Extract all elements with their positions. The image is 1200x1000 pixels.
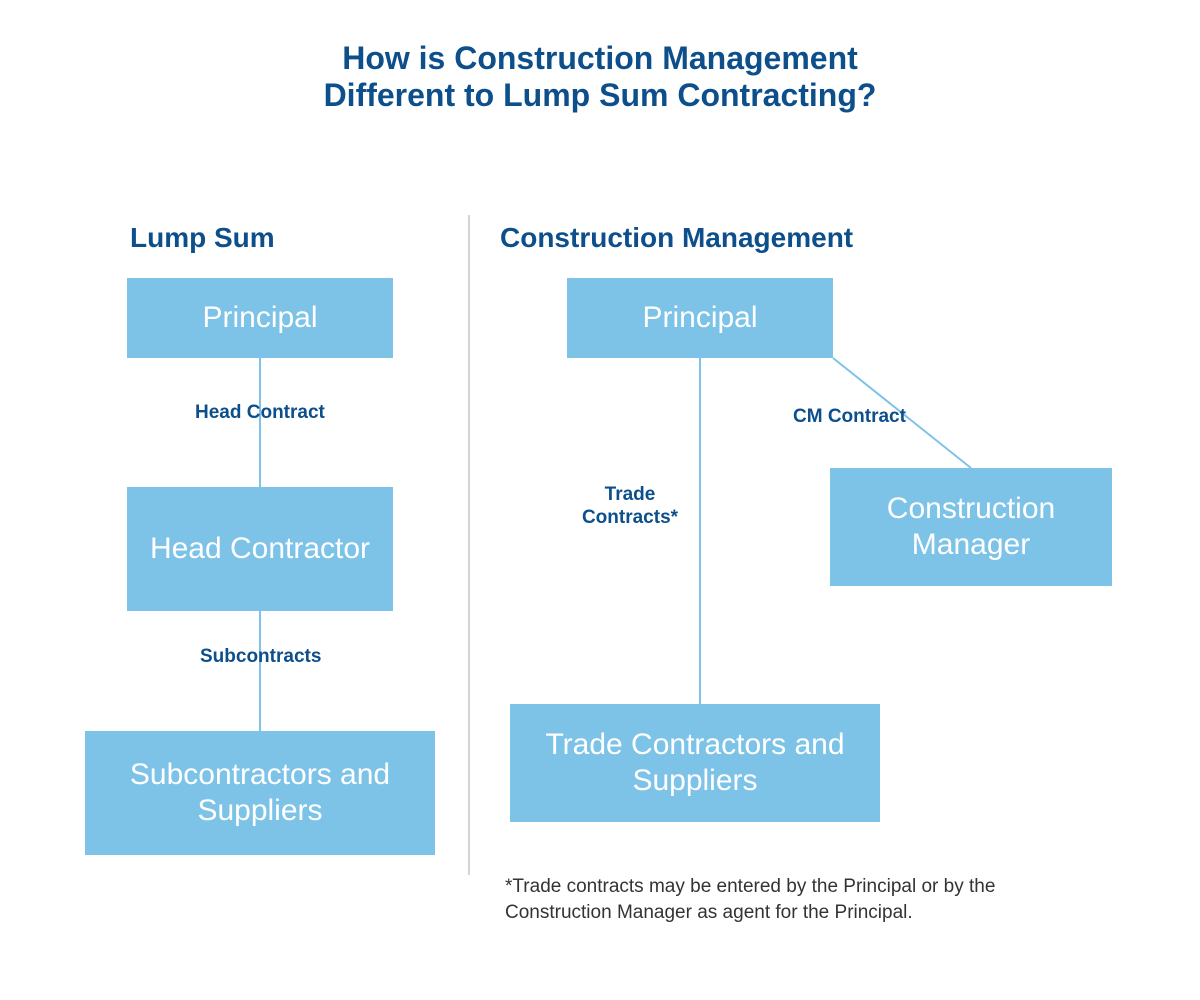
edge-label-head-contract: Head Contract — [195, 402, 325, 424]
title-line-2: Different to Lump Sum Contracting? — [324, 77, 877, 113]
subhead-lump-sum: Lump Sum — [130, 222, 275, 254]
node-lump-head: Head Contractor — [127, 487, 393, 611]
edge-label-cm-contract: CM Contract — [793, 406, 906, 428]
page-title: How is Construction Management Different… — [0, 40, 1200, 114]
node-lump-subs: Subcontractors and Suppliers — [85, 731, 435, 855]
node-cm-trade: Trade Contractors and Suppliers — [510, 704, 880, 822]
diagram-root: How is Construction Management Different… — [0, 0, 1200, 1000]
subhead-cm: Construction Management — [500, 222, 853, 254]
node-cm-principal: Principal — [567, 278, 833, 358]
edge-label-trade-contracts: Trade Contracts* — [555, 484, 705, 530]
edge-label-subcontracts: Subcontracts — [200, 646, 321, 668]
footnote: *Trade contracts may be entered by the P… — [505, 874, 1045, 925]
title-line-1: How is Construction Management — [342, 40, 858, 76]
node-cm-manager: Construction Manager — [830, 468, 1112, 586]
node-lump-principal: Principal — [127, 278, 393, 358]
